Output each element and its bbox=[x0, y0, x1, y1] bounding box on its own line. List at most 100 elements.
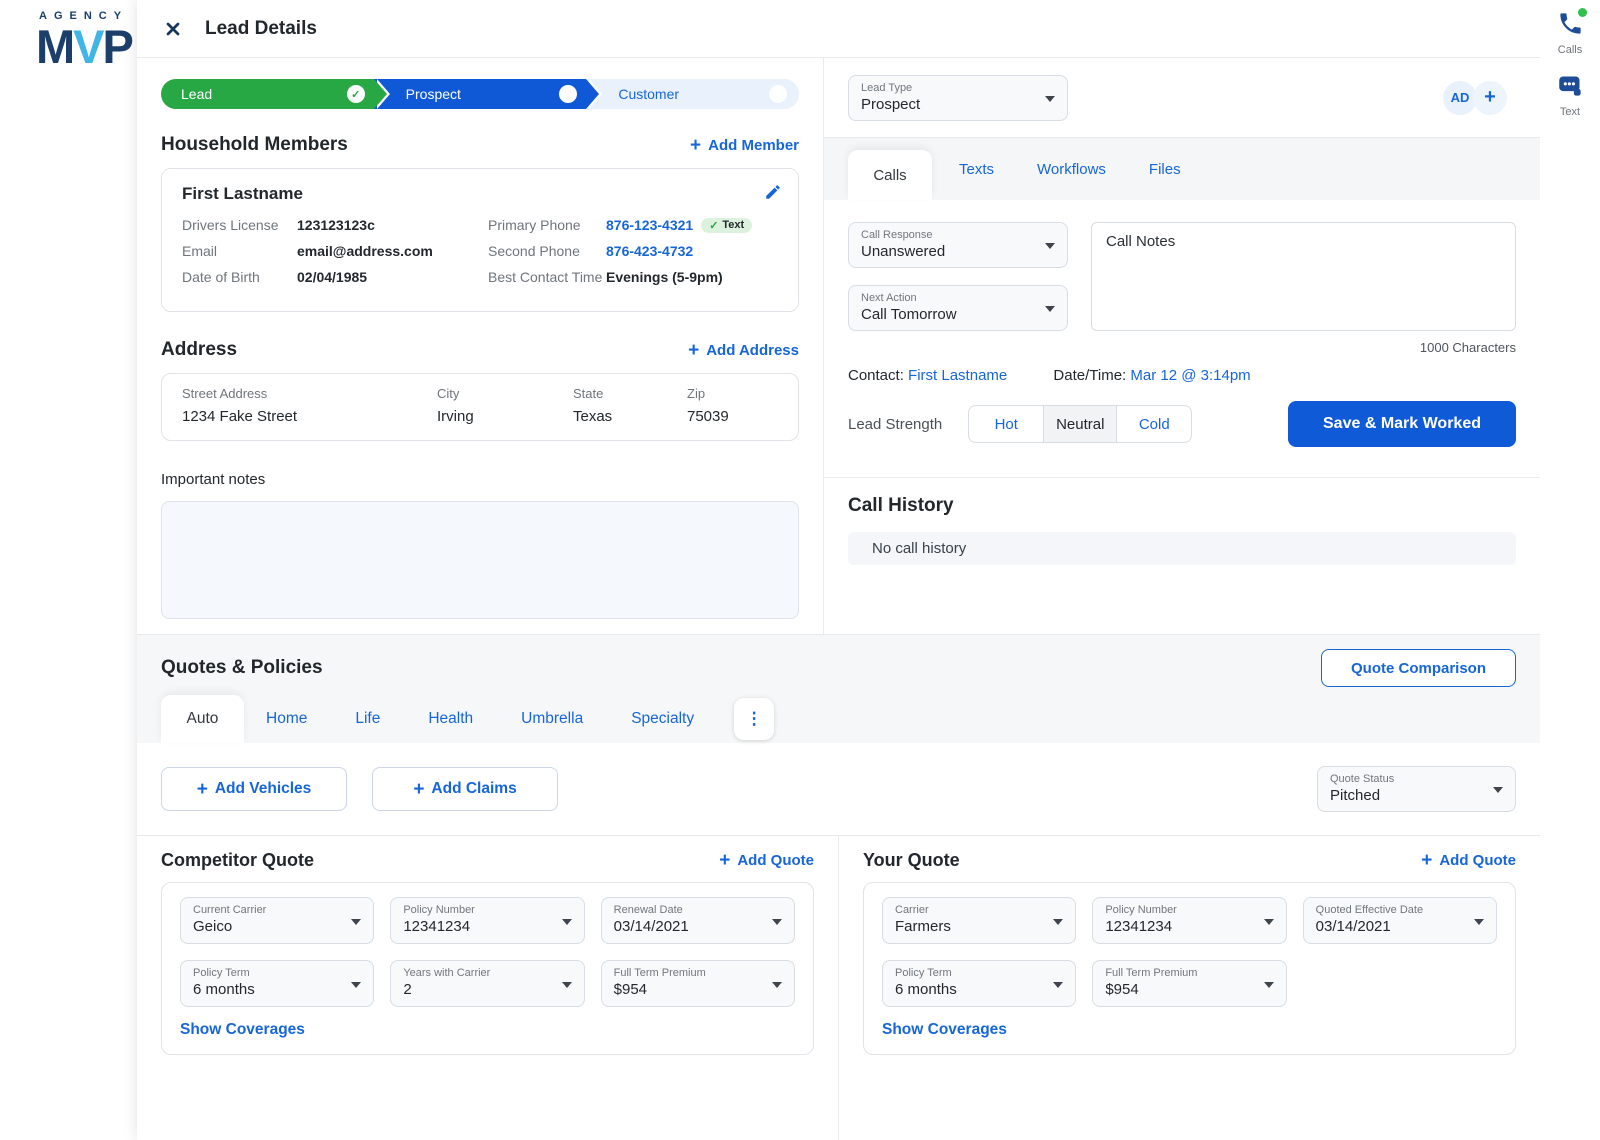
check-icon: ✓ bbox=[709, 219, 719, 232]
field-second-phone: Second Phone 876-423-4732 bbox=[488, 243, 694, 259]
policy-term-select[interactable]: Policy Term 6 months bbox=[180, 960, 375, 1007]
tab-health[interactable]: Health bbox=[428, 710, 474, 727]
stage-customer[interactable]: Customer bbox=[586, 79, 800, 109]
important-notes-input[interactable] bbox=[161, 501, 799, 619]
add-vehicles-button[interactable]: + Add Vehicles bbox=[161, 767, 347, 811]
competitor-quote-card: Current Carrier Geico Policy Number 1234… bbox=[161, 882, 814, 1055]
second-phone-link[interactable]: 876-423-4732 bbox=[606, 243, 694, 259]
tab-files[interactable]: Files bbox=[1148, 160, 1181, 178]
full-term-premium-select[interactable]: Full Term Premium $954 bbox=[600, 960, 795, 1007]
chevron-down-icon bbox=[1045, 243, 1055, 249]
contact-label: Contact: bbox=[848, 367, 904, 384]
plus-icon: + bbox=[1421, 850, 1433, 871]
chevron-down-icon bbox=[351, 981, 362, 988]
chevron-down-icon bbox=[771, 981, 782, 988]
chat-icon bbox=[1557, 76, 1584, 103]
next-action-select[interactable]: Next Action Call Tomorrow bbox=[848, 285, 1068, 331]
quotes-policies-section: Quotes & Policies Quote Comparison Auto … bbox=[137, 634, 1540, 1140]
assigned-agent-avatar[interactable]: AD bbox=[1443, 80, 1477, 115]
close-icon[interactable] bbox=[163, 18, 185, 40]
add-claims-button[interactable]: + Add Claims bbox=[372, 767, 558, 811]
address-card: Street Address 1234 Fake Street City Irv… bbox=[161, 373, 799, 441]
contact-link[interactable]: First Lastname bbox=[908, 367, 1008, 384]
strength-cold[interactable]: Cold bbox=[1138, 415, 1170, 433]
chevron-down-icon bbox=[561, 981, 572, 988]
full-term-premium-select[interactable]: Full Term Premium $954 bbox=[1092, 960, 1287, 1007]
strength-hot[interactable]: Hot bbox=[994, 415, 1018, 433]
chevron-down-icon bbox=[1263, 918, 1274, 925]
plus-icon: + bbox=[719, 850, 731, 871]
more-tabs-kebab-icon[interactable]: ⋮ bbox=[734, 698, 775, 740]
edit-pencil-icon[interactable] bbox=[764, 183, 782, 206]
member-fields-right: Primary Phone 876-123-4321 ✓ Text Second … bbox=[488, 217, 778, 295]
policy-term-select[interactable]: Policy Term 6 months bbox=[882, 960, 1077, 1007]
your-show-coverages-link[interactable]: Show Coverages bbox=[882, 1021, 1007, 1038]
current-carrier-select[interactable]: Current Carrier Geico bbox=[180, 897, 375, 944]
tab-umbrella[interactable]: Umbrella bbox=[521, 710, 584, 727]
competitor-add-quote-button[interactable]: + Add Quote bbox=[719, 850, 814, 871]
call-history-title: Call History bbox=[848, 495, 954, 516]
field-email: Email email@address.com bbox=[182, 243, 433, 259]
chevron-down-icon bbox=[1263, 981, 1274, 988]
save-mark-worked-button[interactable]: Save & Mark Worked bbox=[1288, 401, 1516, 447]
tab-texts[interactable]: Texts bbox=[959, 160, 995, 178]
activity-panel: Lead Type Prospect AD + Calls Texts Work… bbox=[823, 58, 1540, 634]
policy-number-select[interactable]: Policy Number 12341234 bbox=[1092, 897, 1287, 944]
text-enabled-badge: ✓ Text bbox=[701, 217, 753, 233]
plus-icon: + bbox=[1484, 86, 1496, 108]
quotes-policies-title: Quotes & Policies bbox=[161, 657, 323, 678]
stage-upcoming-dot-icon bbox=[769, 85, 788, 103]
strength-neutral[interactable]: Neutral bbox=[1043, 406, 1118, 442]
lead-type-select[interactable]: Lead Type Prospect bbox=[848, 74, 1068, 121]
competitor-quote-section: Competitor Quote + Add Quote Current Car… bbox=[137, 836, 839, 1140]
rail-text[interactable]: Text bbox=[1540, 72, 1600, 118]
call-notes-input[interactable] bbox=[1091, 222, 1516, 331]
policy-number-select[interactable]: Policy Number 12341234 bbox=[390, 897, 585, 944]
call-response-select[interactable]: Call Response Unanswered bbox=[848, 222, 1068, 268]
call-history-empty: No call history bbox=[848, 532, 1516, 565]
field-drivers-license: Drivers License 123123123c bbox=[182, 217, 375, 233]
quote-status-select[interactable]: Quote Status Pitched bbox=[1317, 766, 1516, 812]
modal-header: Lead Details bbox=[137, 0, 1540, 58]
important-notes-label: Important notes bbox=[161, 471, 266, 488]
datetime-link[interactable]: Mar 12 @ 3:14pm bbox=[1130, 367, 1251, 384]
address-title: Address bbox=[161, 339, 238, 360]
page-title: Lead Details bbox=[205, 17, 317, 39]
address-state: State Texas bbox=[573, 386, 613, 425]
your-quote-title: Your Quote bbox=[863, 850, 960, 870]
call-history-section: Call History No call history bbox=[824, 478, 1540, 565]
rail-calls[interactable]: Calls bbox=[1540, 8, 1600, 56]
character-limit: 1000 Characters bbox=[1419, 340, 1516, 355]
tab-workflows[interactable]: Workflows bbox=[1037, 160, 1106, 178]
chevron-down-icon bbox=[1045, 95, 1055, 102]
call-form: Call Response Unanswered Next Action Cal… bbox=[824, 200, 1540, 447]
quote-comparison-button[interactable]: Quote Comparison bbox=[1320, 649, 1516, 687]
chevron-down-icon bbox=[1493, 787, 1503, 793]
stage-prospect[interactable]: Prospect bbox=[373, 79, 602, 109]
years-with-carrier-select[interactable]: Years with Carrier 2 bbox=[390, 960, 585, 1007]
field-dob: Date of Birth 02/04/1985 bbox=[182, 269, 368, 285]
quoted-effective-date-select[interactable]: Quoted Effective Date 03/14/2021 bbox=[1302, 897, 1497, 944]
tab-specialty[interactable]: Specialty bbox=[631, 710, 695, 727]
rail-text-label: Text bbox=[1559, 106, 1581, 118]
primary-phone-link[interactable]: 876-123-4321 bbox=[606, 217, 694, 233]
add-member-button[interactable]: + Add Member bbox=[690, 134, 799, 156]
stage-lead[interactable]: Lead ✓ bbox=[161, 79, 390, 109]
renewal-date-select[interactable]: Renewal Date 03/14/2021 bbox=[600, 897, 795, 944]
chevron-down-icon bbox=[351, 918, 362, 925]
datetime-label: Date/Time: bbox=[1053, 367, 1127, 384]
tab-life[interactable]: Life bbox=[355, 710, 381, 727]
tab-calls[interactable]: Calls bbox=[848, 150, 932, 200]
household-member-card: First Lastname Drivers License 123123123… bbox=[161, 168, 799, 312]
tab-home[interactable]: Home bbox=[266, 710, 308, 727]
add-address-button[interactable]: + Add Address bbox=[688, 339, 799, 361]
chevron-down-icon bbox=[1045, 306, 1055, 312]
add-agent-button[interactable]: + bbox=[1473, 80, 1507, 115]
carrier-select[interactable]: Carrier Farmers bbox=[882, 897, 1077, 944]
tab-auto[interactable]: Auto bbox=[161, 695, 244, 743]
chevron-down-icon bbox=[771, 918, 782, 925]
stage-current-dot-icon bbox=[559, 85, 578, 103]
logo-mvp-text: MVP bbox=[36, 20, 134, 73]
your-add-quote-button[interactable]: + Add Quote bbox=[1421, 850, 1516, 871]
competitor-show-coverages-link[interactable]: Show Coverages bbox=[180, 1021, 305, 1038]
